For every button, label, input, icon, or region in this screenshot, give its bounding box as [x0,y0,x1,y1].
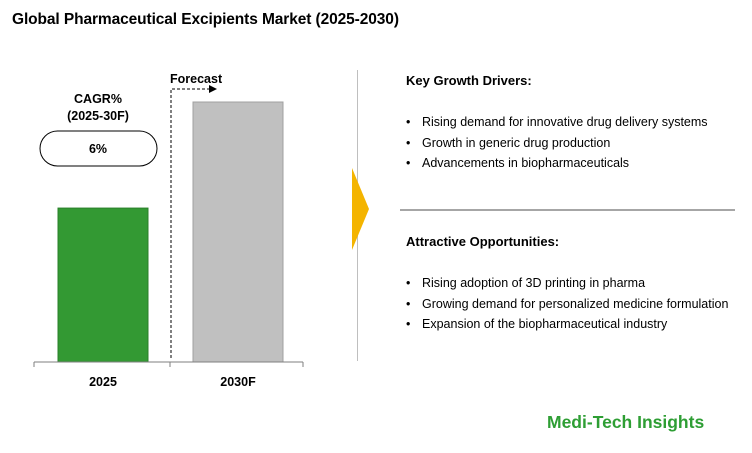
list-item-text: Expansion of the biopharmaceutical indus… [422,317,668,331]
cagr-value-pill [39,130,158,167]
bullet-icon: • [406,156,411,170]
bullet-icon: • [406,296,411,311]
brand-logo: Medi-Tech Insights [547,412,705,432]
attractive-opportunities-heading: Attractive Opportunities: [406,234,560,249]
horizontal-divider [400,209,735,211]
list-item: • Rising adoption of 3D printing in pharm… [406,273,728,294]
key-growth-drivers-heading: Key Growth Drivers: [406,73,532,88]
list-item: • Growth in generic drug production [406,133,708,154]
list-item-text: Advancements in biopharmaceuticals [422,156,630,170]
list-item: • Advancements in biopharmaceuticals [406,153,708,174]
page-title: Global Pharmaceutical Excipients Market … [12,11,399,28]
chevron-right-icon [352,168,369,250]
bullet-icon: • [406,276,411,290]
cagr-label-line1: CAGR% [74,92,122,106]
list-item: • Growing demand for personalized medicin… [406,294,728,315]
cagr-label-line2: (2025-30F) [67,109,129,123]
x-tick-label: 2025 [89,375,117,389]
bar-2030F [192,101,284,363]
list-item: • Expansion of the biopharmaceutical indu… [406,314,728,335]
attractive-opportunities-list: • Rising adoption of 3D printing in pharm… [406,273,728,335]
forecast-label: Forecast [170,72,223,86]
bullet-icon: • [406,115,411,129]
x-tick-labels: 2025 2030F [89,375,256,389]
list-item-text: Growing demand for personalized medicine… [422,296,729,311]
cagr-value: 6% [89,142,107,156]
bullet-icon: • [406,135,411,150]
bullet-icon: • [406,317,411,331]
x-tick-label: 2030F [220,375,256,389]
bar-chart: 2025 2030F Forecast CAGR% (2025-30F) 6% [33,72,304,389]
chart-bars [57,101,284,363]
key-growth-drivers-list: • Rising demand for innovative drug deliv… [406,112,708,174]
list-item-text: Growth in generic drug production [422,135,611,150]
list-item-text: Rising adoption of 3D printing in pharma [422,276,646,290]
bar-2025 [57,207,149,363]
list-item: • Rising demand for innovative drug deliv… [406,112,708,133]
forecast-arrowhead [209,85,217,93]
list-item-text: Rising demand for innovative drug delive… [422,115,708,129]
